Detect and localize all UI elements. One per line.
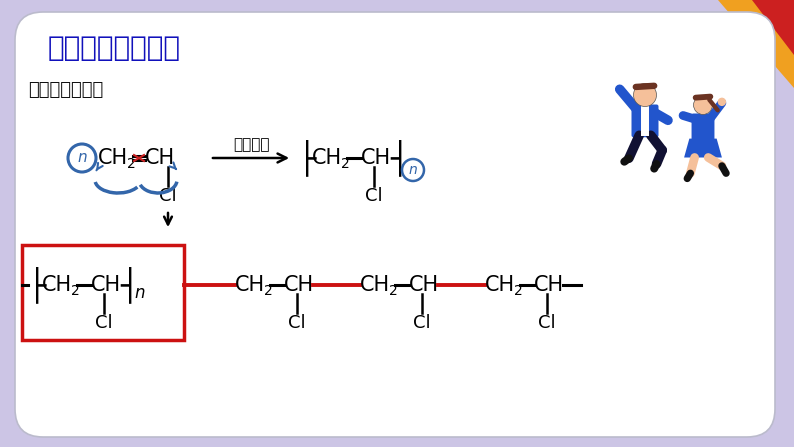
Text: 2: 2 bbox=[71, 284, 79, 298]
Text: ├: ├ bbox=[28, 266, 46, 304]
Text: CH: CH bbox=[312, 148, 342, 168]
Text: 2: 2 bbox=[127, 157, 136, 171]
Text: CH: CH bbox=[98, 148, 128, 168]
Text: CH: CH bbox=[145, 148, 175, 168]
FancyBboxPatch shape bbox=[15, 12, 775, 437]
Text: 一定条件: 一定条件 bbox=[233, 138, 269, 152]
Polygon shape bbox=[684, 139, 722, 157]
FancyBboxPatch shape bbox=[631, 105, 658, 137]
Text: 2: 2 bbox=[389, 284, 398, 298]
Text: CH: CH bbox=[360, 275, 390, 295]
Text: Cl: Cl bbox=[538, 314, 556, 332]
Text: 一、加成聚合反应: 一、加成聚合反应 bbox=[48, 34, 181, 62]
Text: Cl: Cl bbox=[413, 314, 431, 332]
Polygon shape bbox=[752, 0, 794, 55]
Text: CH: CH bbox=[361, 148, 391, 168]
Circle shape bbox=[718, 97, 726, 106]
Text: Cl: Cl bbox=[159, 187, 177, 205]
Text: ┤: ┤ bbox=[120, 266, 138, 304]
Text: 2: 2 bbox=[514, 284, 522, 298]
Text: CH: CH bbox=[485, 275, 515, 295]
Polygon shape bbox=[718, 0, 794, 88]
Text: ┤: ┤ bbox=[390, 139, 408, 177]
Text: Cl: Cl bbox=[95, 314, 113, 332]
Text: CH: CH bbox=[409, 275, 439, 295]
Circle shape bbox=[634, 84, 657, 106]
Text: ├: ├ bbox=[298, 139, 316, 177]
Text: Cl: Cl bbox=[288, 314, 306, 332]
Text: n: n bbox=[409, 163, 418, 177]
Text: CH: CH bbox=[235, 275, 265, 295]
Text: CH: CH bbox=[91, 275, 121, 295]
Text: Cl: Cl bbox=[365, 187, 383, 205]
Text: CH: CH bbox=[534, 275, 564, 295]
Circle shape bbox=[693, 96, 712, 114]
FancyBboxPatch shape bbox=[692, 114, 715, 141]
Text: n: n bbox=[77, 151, 87, 165]
Text: 聚氯乙烯的合成: 聚氯乙烯的合成 bbox=[28, 81, 103, 99]
Text: 2: 2 bbox=[341, 157, 349, 171]
Text: CH: CH bbox=[42, 275, 72, 295]
Text: CH: CH bbox=[284, 275, 314, 295]
Text: 2: 2 bbox=[264, 284, 273, 298]
Text: n: n bbox=[134, 284, 145, 302]
